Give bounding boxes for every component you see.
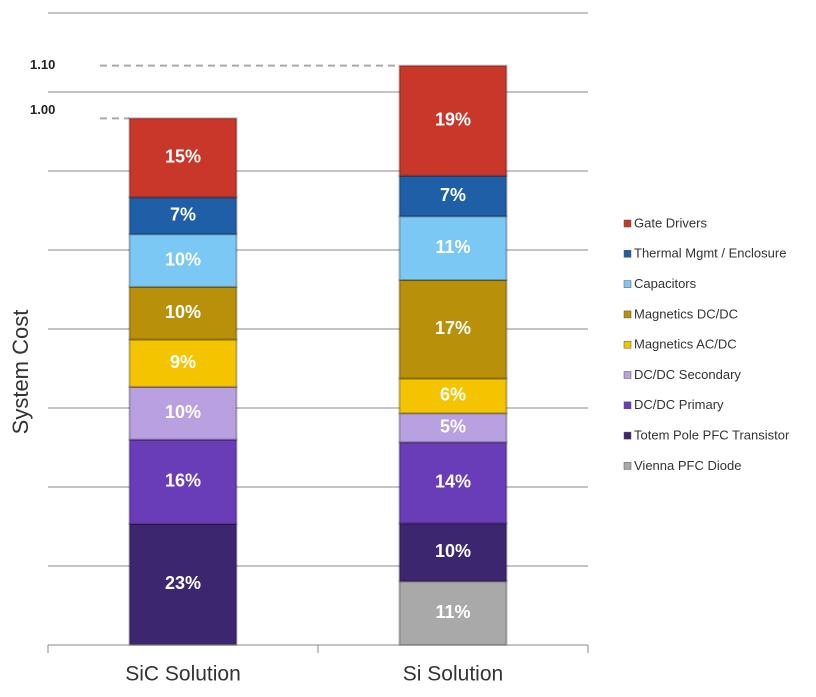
- data-label: 10%: [165, 249, 201, 269]
- bar-segment: [128, 117, 238, 199]
- bar-segment: [398, 412, 508, 444]
- legend-label: Thermal Mgmt / Enclosure: [634, 246, 786, 261]
- data-label: 23%: [165, 573, 201, 593]
- data-label: 17%: [435, 318, 471, 338]
- bar-segment: [398, 522, 508, 583]
- legend-swatch: [623, 401, 632, 410]
- data-label: 6%: [440, 385, 466, 405]
- data-label: 5%: [440, 417, 466, 437]
- data-label: 19%: [435, 109, 471, 129]
- legend-label: Magnetics DC/DC: [634, 306, 738, 321]
- data-label: 14%: [435, 472, 471, 492]
- legend-swatch: [623, 280, 632, 288]
- legend-swatch: [623, 371, 632, 379]
- bar-segment: [128, 522, 238, 646]
- data-label: 15%: [165, 147, 201, 167]
- legend-label: Capacitors: [634, 276, 697, 291]
- total-label: 1.10: [30, 57, 55, 72]
- data-label: 7%: [440, 185, 466, 205]
- bar-segment: [398, 174, 508, 218]
- data-label: 10%: [435, 541, 471, 561]
- legend-swatch: [623, 431, 632, 440]
- bar-segment: [398, 377, 508, 415]
- total-label: 1.00: [30, 102, 55, 117]
- legend-label: DC/DC Primary: [634, 397, 724, 412]
- data-label: 9%: [170, 352, 196, 372]
- bar-segment: [398, 215, 508, 282]
- x-tick-label: SiC Solution: [125, 663, 241, 686]
- legend-label: Totem Pole PFC Transistor: [634, 428, 790, 443]
- legend-label: Gate Drivers: [634, 215, 707, 230]
- bar-segment: [128, 285, 238, 341]
- data-label: 11%: [435, 602, 470, 622]
- legend-label: Vienna PFC Diode: [634, 458, 741, 473]
- legend-swatch: [623, 310, 632, 319]
- data-label: 11%: [435, 237, 470, 257]
- x-tick-label: Si Solution: [403, 663, 503, 686]
- data-label: 16%: [165, 470, 201, 490]
- legend-swatch: [623, 250, 632, 258]
- data-label: 10%: [165, 302, 201, 322]
- legend-label: DC/DC Secondary: [634, 367, 741, 382]
- bar-segment: [398, 64, 508, 177]
- bar-segment: [128, 233, 238, 288]
- data-label: 7%: [170, 205, 196, 225]
- legend-swatch: [623, 340, 632, 349]
- bar-segment: [398, 279, 508, 380]
- y-axis-label: System Cost: [8, 310, 33, 435]
- bar-segment: [128, 196, 238, 236]
- legend-swatch: [623, 219, 632, 228]
- bar-segment: [128, 438, 238, 525]
- bar-segment: [398, 441, 508, 525]
- bar-segment: [128, 338, 238, 388]
- legend-swatch: [623, 462, 632, 470]
- data-label: 10%: [165, 402, 201, 422]
- bar-segment: [128, 385, 238, 441]
- legend-label: Magnetics AC/DC: [634, 337, 737, 352]
